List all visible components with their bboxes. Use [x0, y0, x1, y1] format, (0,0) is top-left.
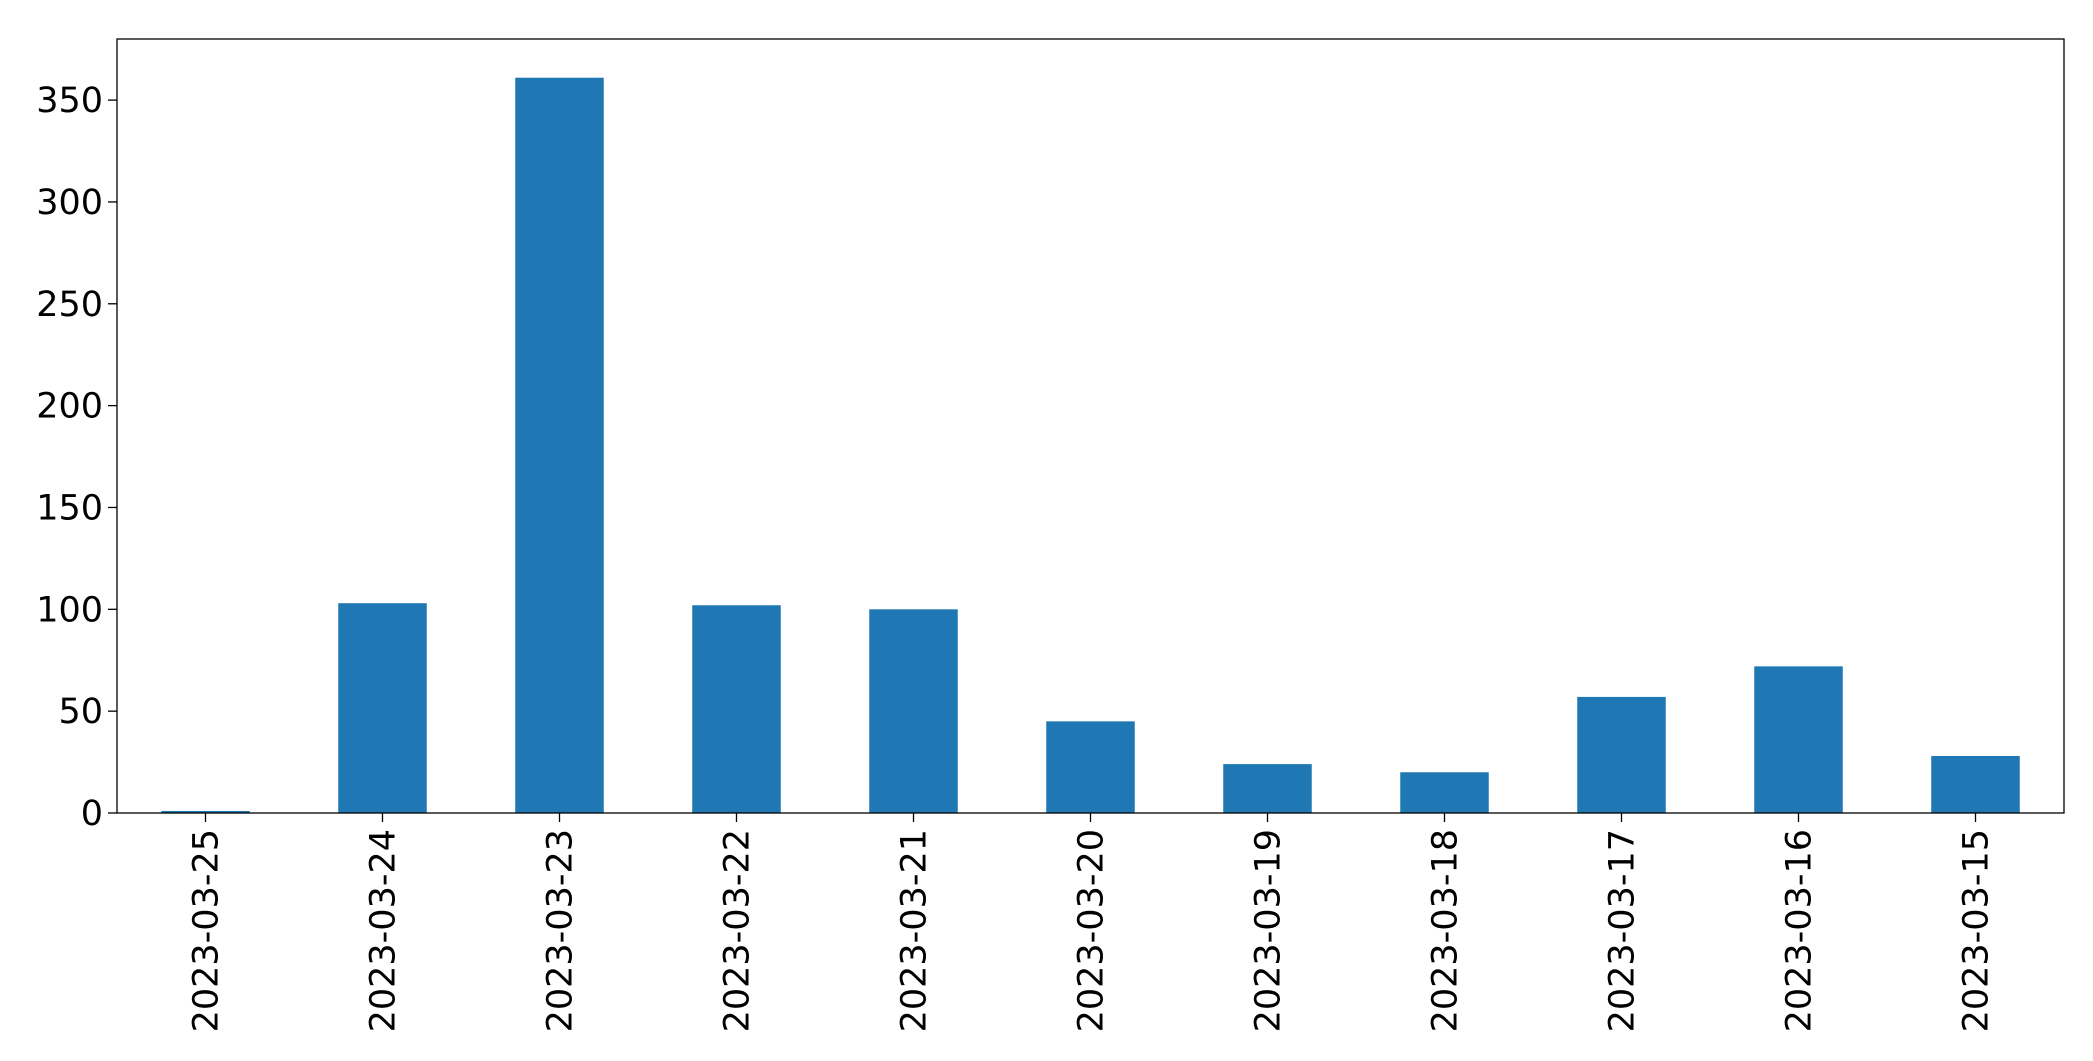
bar	[1400, 772, 1489, 813]
x-tick-label: 2023-03-17	[1603, 829, 1643, 1032]
x-tick-label: 2023-03-23	[541, 829, 581, 1032]
bar	[1223, 764, 1312, 813]
bar	[338, 603, 427, 813]
x-tick-label: 2023-03-19	[1249, 829, 1289, 1032]
y-tick-label: 350	[36, 81, 103, 121]
bar	[692, 605, 781, 813]
x-tick-label: 2023-03-16	[1780, 829, 1820, 1032]
y-tick-label: 100	[36, 590, 103, 630]
bar	[1046, 721, 1135, 813]
plot-frame	[116, 38, 2065, 814]
x-tick-label: 2023-03-15	[1957, 829, 1997, 1032]
y-tick-label: 300	[36, 183, 103, 223]
bar	[1754, 666, 1843, 813]
y-tick-label: 150	[36, 488, 103, 528]
bar	[869, 609, 958, 813]
bar	[515, 77, 604, 813]
y-tick-label: 50	[58, 692, 103, 732]
x-tick-label: 2023-03-21	[895, 829, 935, 1032]
x-tick-label: 2023-03-20	[1072, 829, 1112, 1032]
y-tick-label: 200	[36, 387, 103, 427]
x-tick-label: 2023-03-18	[1426, 829, 1466, 1032]
bar	[1931, 755, 2020, 813]
x-tick-label: 2023-03-25	[187, 829, 227, 1032]
x-tick-label: 2023-03-24	[364, 829, 404, 1032]
y-tick-label: 250	[36, 285, 103, 325]
bar	[1577, 696, 1666, 813]
x-tick-label: 2023-03-22	[718, 829, 758, 1032]
y-tick-label: 0	[81, 794, 103, 834]
bar	[161, 810, 250, 813]
